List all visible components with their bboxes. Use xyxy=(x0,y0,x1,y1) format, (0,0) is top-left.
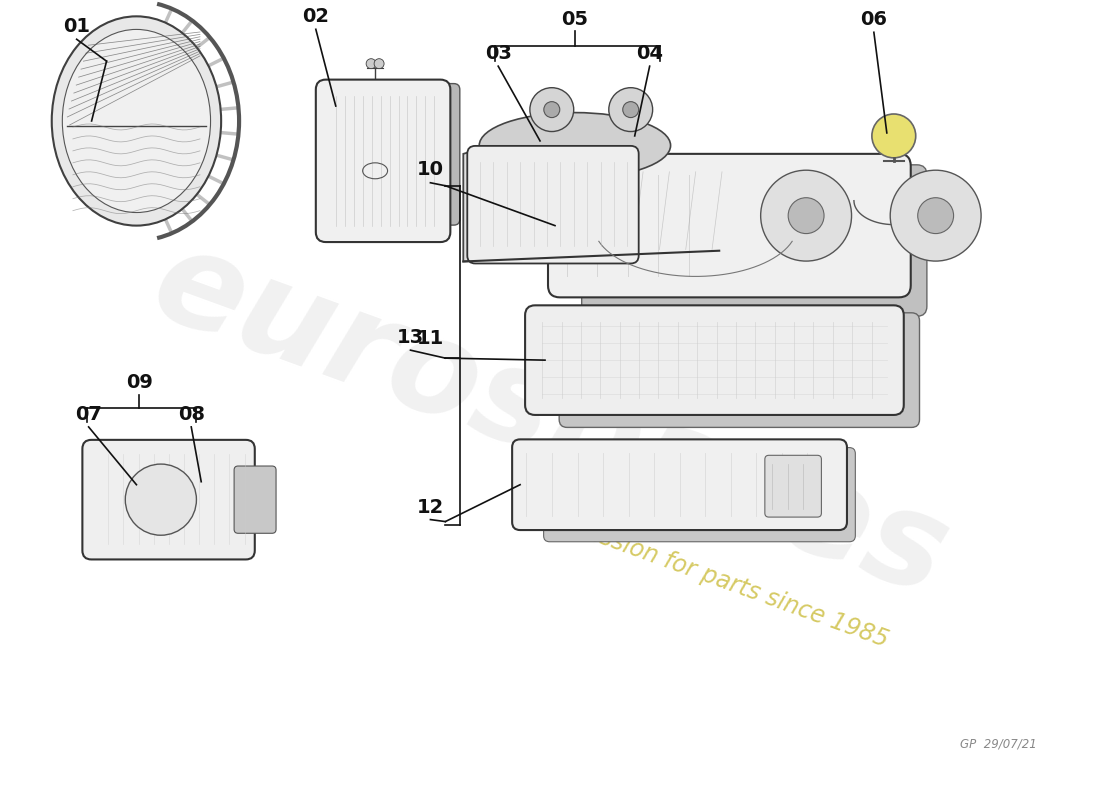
Circle shape xyxy=(623,102,639,118)
Circle shape xyxy=(374,58,384,69)
Text: 11: 11 xyxy=(417,329,444,348)
Circle shape xyxy=(366,58,376,69)
PathPatch shape xyxy=(463,136,719,262)
FancyBboxPatch shape xyxy=(468,146,639,263)
Text: GP  29/07/21: GP 29/07/21 xyxy=(960,738,1037,750)
Text: a passion for parts since 1985: a passion for parts since 1985 xyxy=(548,507,891,652)
Circle shape xyxy=(530,88,574,131)
Circle shape xyxy=(890,170,981,261)
Text: 06: 06 xyxy=(860,10,888,30)
FancyBboxPatch shape xyxy=(582,165,927,316)
Text: 09: 09 xyxy=(126,373,153,392)
Text: eurospares: eurospares xyxy=(136,218,964,622)
Text: 03: 03 xyxy=(485,44,512,63)
Text: 13: 13 xyxy=(397,328,424,347)
Text: 02: 02 xyxy=(302,7,329,26)
Circle shape xyxy=(761,170,851,261)
FancyBboxPatch shape xyxy=(559,313,920,427)
Circle shape xyxy=(872,114,915,158)
FancyBboxPatch shape xyxy=(328,84,444,236)
FancyBboxPatch shape xyxy=(234,466,276,534)
FancyBboxPatch shape xyxy=(82,440,255,559)
FancyBboxPatch shape xyxy=(548,154,911,298)
FancyBboxPatch shape xyxy=(764,455,822,517)
Text: 12: 12 xyxy=(417,498,444,517)
Ellipse shape xyxy=(63,30,210,213)
Text: 10: 10 xyxy=(417,160,444,178)
FancyBboxPatch shape xyxy=(344,84,460,225)
Circle shape xyxy=(543,102,560,118)
Circle shape xyxy=(608,88,652,131)
Text: 04: 04 xyxy=(636,44,663,63)
Text: 01: 01 xyxy=(63,18,90,36)
Ellipse shape xyxy=(480,113,671,178)
FancyBboxPatch shape xyxy=(316,80,450,242)
FancyBboxPatch shape xyxy=(543,447,856,542)
FancyBboxPatch shape xyxy=(513,439,847,530)
Text: 08: 08 xyxy=(178,405,205,424)
Circle shape xyxy=(125,464,197,535)
FancyBboxPatch shape xyxy=(100,446,245,554)
Ellipse shape xyxy=(52,16,221,226)
Text: 07: 07 xyxy=(75,405,102,424)
Text: 05: 05 xyxy=(561,10,588,30)
Circle shape xyxy=(789,198,824,234)
Circle shape xyxy=(917,198,954,234)
FancyBboxPatch shape xyxy=(525,306,904,415)
